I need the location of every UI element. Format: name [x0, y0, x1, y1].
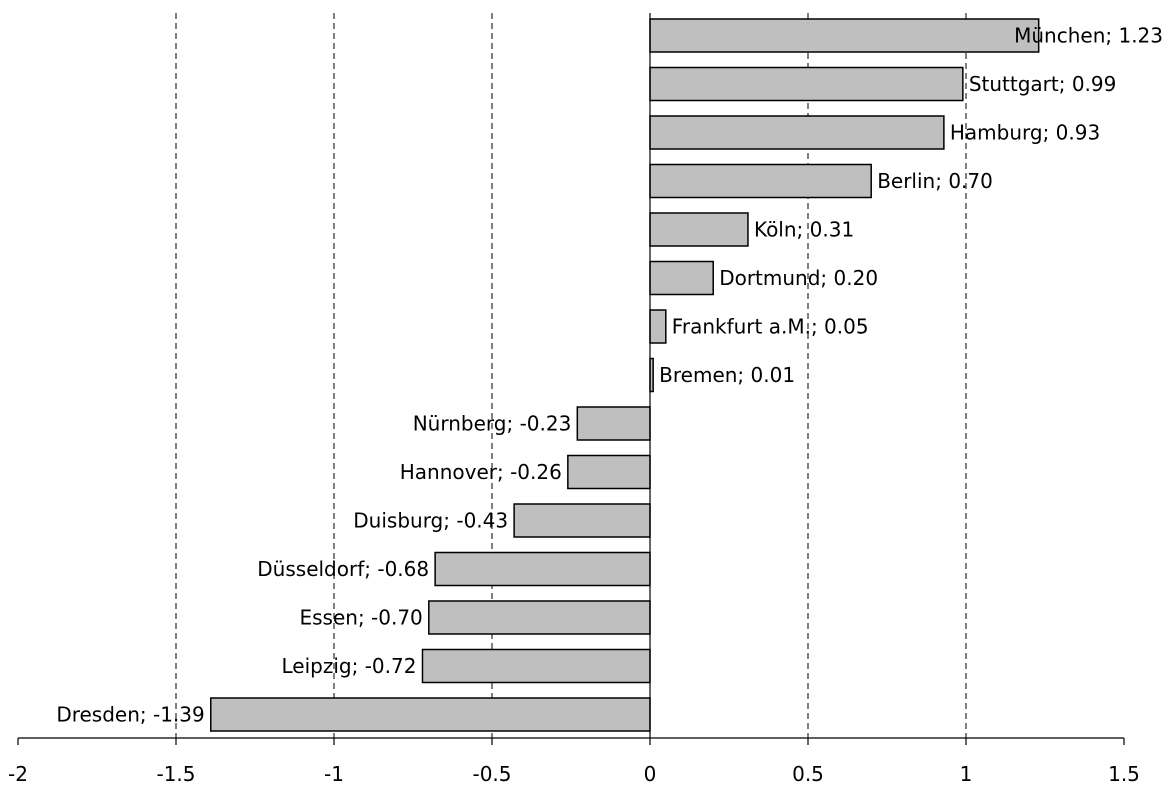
- x-tick-label: -1: [324, 762, 344, 786]
- bar-berlin: [649, 163, 872, 199]
- bar-label: Berlin; 0.70: [877, 169, 993, 193]
- x-tick-label: 0.5: [792, 762, 824, 786]
- x-axis: -2 -1.5 -1 -0.5 0 0.5 1 1.5: [8, 13, 1140, 786]
- x-tick-label: -0.5: [472, 762, 511, 786]
- bar-duisburg: [513, 503, 651, 538]
- bar-frankfurt-a-m-: [649, 309, 667, 344]
- bar-label: Hamburg; 0.93: [950, 121, 1100, 145]
- bar-hannover: [567, 454, 651, 490]
- bar-label: Essen; -0.70: [299, 606, 422, 630]
- bar-label: München; 1.23: [1014, 24, 1163, 48]
- bar-label: Düsseldorf; -0.68: [257, 557, 429, 581]
- x-tick-label: -1.5: [156, 762, 195, 786]
- bar-label: Stuttgart; 0.99: [969, 72, 1117, 96]
- x-tick-label: 0: [644, 762, 657, 786]
- bar-köln: [649, 212, 749, 247]
- bar-label: Dortmund; 0.20: [719, 266, 878, 290]
- bar-label: Dresden; -1.39: [56, 703, 204, 727]
- bar-label: Hannover; -0.26: [400, 460, 562, 484]
- bar-label: Duisburg; -0.43: [353, 509, 508, 533]
- bars: [210, 18, 1040, 732]
- bar-essen: [428, 600, 651, 635]
- bar-leipzig: [421, 648, 651, 684]
- bar-dresden: [210, 697, 651, 732]
- bar-stuttgart: [649, 66, 964, 102]
- bar-nürnberg: [576, 406, 651, 441]
- bar-label: Leipzig; -0.72: [282, 654, 417, 678]
- bar-label: Frankfurt a.M.; 0.05: [672, 315, 869, 339]
- x-tick-label: 1.5: [1108, 762, 1140, 786]
- x-tick-label: -2: [8, 762, 28, 786]
- bar-label: Köln; 0.31: [754, 218, 854, 242]
- bar-münchen: [649, 18, 1040, 53]
- bar-dortmund: [649, 260, 714, 296]
- bar-labels: München; 1.23 Stuttgart; 0.99 Hamburg; 0.9…: [56, 24, 1163, 727]
- bar-hamburg: [649, 115, 945, 150]
- bar-label: Bremen; 0.01: [659, 363, 795, 387]
- bar-düsseldorf: [434, 551, 651, 587]
- x-tick-label: 1: [960, 762, 973, 786]
- bar-label: Nürnberg; -0.23: [413, 412, 572, 436]
